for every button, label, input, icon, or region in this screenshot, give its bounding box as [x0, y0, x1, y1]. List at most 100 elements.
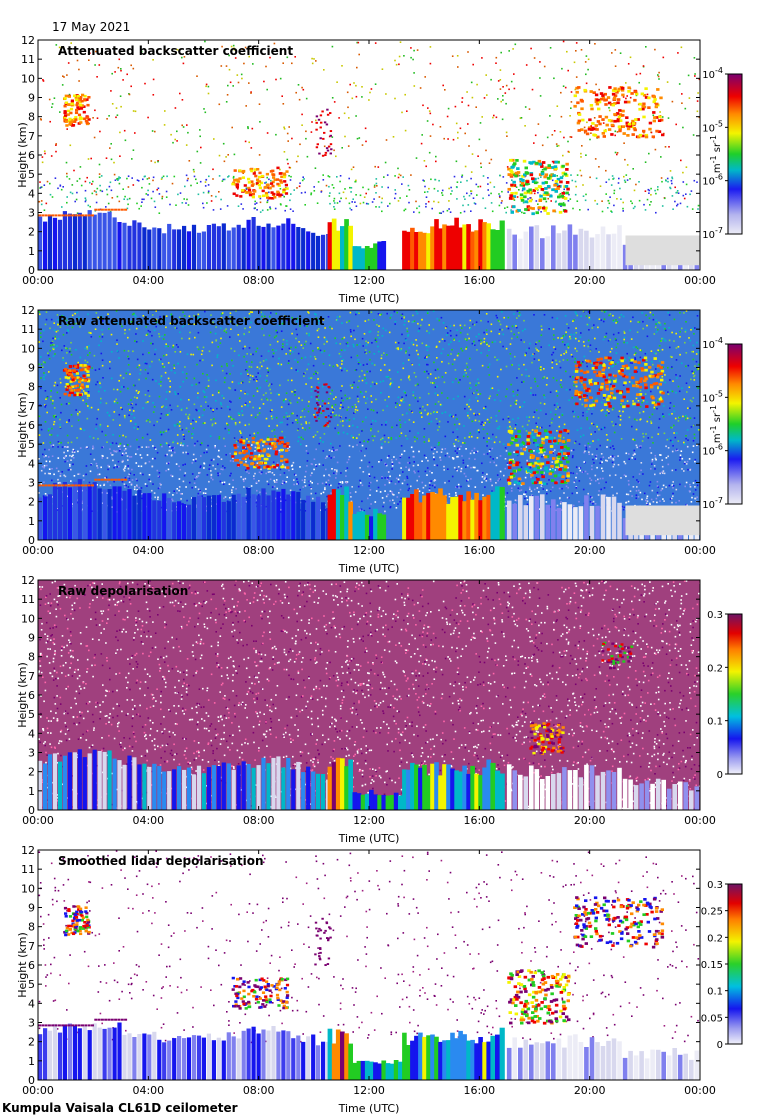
rain-column: [495, 230, 501, 270]
rain-column: [344, 486, 349, 540]
depol-column: [393, 1060, 399, 1080]
boundary-layer-cell: [246, 764, 251, 810]
depol-column: [381, 1060, 387, 1080]
boundary-layer-cell: [167, 1040, 172, 1080]
date-label: 17 May 2021: [52, 20, 131, 34]
rain-column: [446, 225, 451, 270]
evening-layer-cell: [518, 238, 523, 270]
evening-layer-cell: [677, 1054, 683, 1080]
rain-column: [352, 514, 358, 540]
rain-column: [348, 225, 353, 270]
depol-column: [414, 1035, 419, 1080]
thin-layer-cell: [124, 478, 128, 481]
depol-column: [450, 1032, 455, 1080]
x-tick-label: 12:00: [353, 814, 385, 827]
evening-layer-cell: [644, 780, 650, 810]
depol-column: [398, 795, 403, 810]
y-tick-label: 8: [28, 921, 35, 934]
x-tick-label: 08:00: [243, 544, 275, 557]
depol-column: [499, 773, 505, 810]
thin-layer-cell: [74, 1024, 78, 1027]
thin-layer-cell: [38, 484, 41, 487]
thin-layer-cell: [51, 484, 55, 487]
x-tick-label: 00:00: [22, 814, 54, 827]
boundary-layer-cell: [316, 235, 321, 270]
depol-column: [474, 1043, 479, 1080]
evening-layer-cell: [606, 770, 611, 810]
boundary-layer-cell: [286, 758, 291, 810]
y-tick-label: 2: [28, 226, 35, 239]
boundary-layer-cell: [291, 1038, 296, 1080]
evening-layer-cell: [677, 781, 683, 810]
y-tick-label: 5: [28, 438, 35, 451]
boundary-layer-cell: [256, 765, 261, 810]
boundary-layer-cell: [117, 486, 122, 540]
y-tick-label: 9: [28, 632, 35, 645]
boundary-layer-cell: [251, 494, 256, 540]
boundary-layer-cell: [157, 1039, 162, 1080]
y-tick-label: 4: [28, 457, 35, 470]
boundary-layer-cell: [57, 486, 63, 540]
x-tick-label: 20:00: [574, 814, 606, 827]
boundary-layer-cell: [47, 494, 53, 540]
rain-column: [486, 223, 491, 270]
rain-column: [474, 230, 479, 270]
boundary-layer-cell: [112, 217, 117, 270]
evening-layer-cell: [611, 772, 617, 810]
evening-layer-cell: [606, 496, 611, 540]
depol-column: [454, 770, 459, 810]
boundary-layer-cell: [117, 1022, 122, 1080]
boundary-layer-cell: [57, 761, 63, 810]
boundary-layer-cell: [72, 1025, 77, 1080]
boundary-layer-cell: [231, 1036, 236, 1080]
x-tick-label: 12:00: [353, 1084, 385, 1097]
boundary-layer-cell: [142, 1033, 147, 1080]
evening-layer-cell: [518, 774, 523, 810]
boundary-layer-cell: [246, 219, 251, 270]
boundary-layer-cell: [182, 225, 187, 270]
y-tick-label: 1: [28, 245, 35, 258]
y-tick-label: 11: [21, 593, 35, 606]
rain-column: [438, 228, 443, 270]
evening-layer-cell: [584, 764, 589, 810]
boundary-layer-cell: [321, 234, 326, 270]
boundary-layer-cell: [216, 226, 221, 270]
rain-column: [490, 229, 496, 270]
gray-clear-region: [625, 505, 700, 536]
boundary-layer-cell: [291, 491, 296, 540]
boundary-layer-cell: [276, 225, 281, 270]
depol-column: [442, 1040, 447, 1080]
rain-column: [499, 487, 505, 540]
thin-layer-cell: [81, 214, 84, 217]
evening-layer-cell: [633, 1055, 639, 1080]
rain-column: [406, 231, 411, 270]
colorbar-tick-label: 10-7: [702, 226, 723, 241]
colorbar-tick-label: 0: [717, 1040, 723, 1051]
evening-layer-cell: [534, 1042, 540, 1080]
boundary-layer-cell: [72, 752, 77, 810]
evening-layer-cell: [540, 238, 545, 270]
boundary-layer-cell: [147, 493, 152, 540]
y-tick-label: 10: [21, 342, 35, 355]
rain-column: [450, 225, 455, 270]
boundary-layer-cell: [62, 755, 67, 810]
boundary-layer-cell: [266, 495, 271, 540]
boundary-layer-cell: [177, 766, 182, 810]
boundary-layer-cell: [172, 502, 177, 540]
evening-layer-cell: [529, 765, 534, 810]
boundary-layer-cell: [182, 1038, 187, 1080]
boundary-layer-cell: [216, 495, 221, 540]
boundary-layer-cell: [162, 1042, 167, 1080]
boundary-layer-cell: [77, 479, 82, 540]
rain-column: [486, 494, 491, 540]
depol-column: [454, 1038, 459, 1080]
depol-column: [385, 1063, 391, 1080]
boundary-layer-cell: [196, 232, 202, 270]
boundary-layer-cell: [306, 495, 311, 540]
thin-layer-cell: [104, 208, 108, 211]
boundary-layer-cell: [261, 1029, 266, 1080]
colorbar-tick-label: 0.3: [707, 880, 723, 891]
boundary-layer-cell: [152, 500, 157, 540]
y-tick-label: 6: [28, 419, 35, 432]
